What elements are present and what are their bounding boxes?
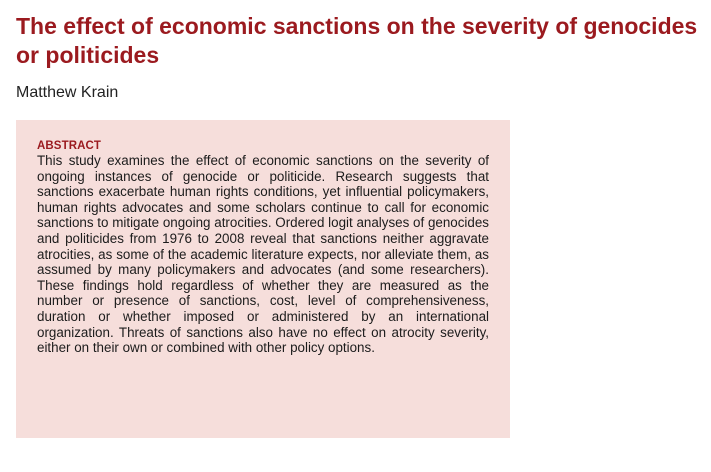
abstract-text: This study examines the effect of econom… [37, 153, 489, 356]
abstract-heading: ABSTRACT [37, 140, 102, 152]
author-name: Matthew Krain [16, 84, 119, 101]
abstract-box: ABSTRACT This study examines the effect … [16, 120, 510, 438]
paper-title: The effect of economic sanctions on the … [16, 13, 698, 68]
